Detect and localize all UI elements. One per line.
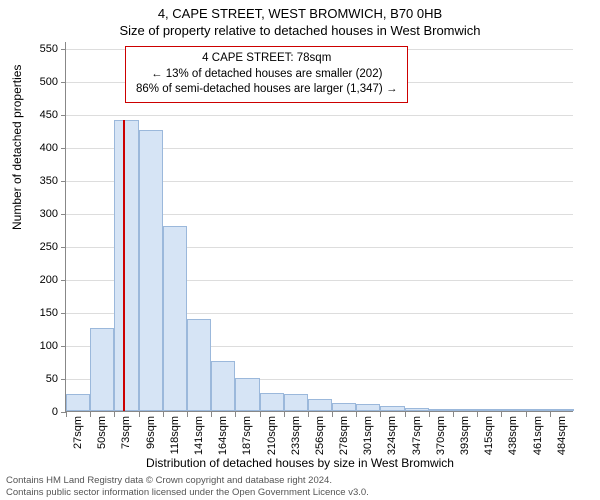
xtick-label: 96sqm xyxy=(145,416,157,460)
xtick-mark xyxy=(380,412,381,417)
histogram-bar xyxy=(550,409,574,411)
xtick-label: 324sqm xyxy=(386,416,398,460)
histogram-bar xyxy=(139,130,163,411)
xtick-mark xyxy=(477,412,478,417)
info-line-1: 4 CAPE STREET: 78sqm xyxy=(136,51,397,67)
ytick-label: 450 xyxy=(0,109,58,121)
xtick-mark xyxy=(260,412,261,417)
histogram-bar xyxy=(477,409,501,411)
info-line-3: 86% of semi-detached houses are larger (… xyxy=(136,82,397,98)
histogram-bar xyxy=(90,328,114,411)
histogram-bar xyxy=(501,409,525,411)
xtick-mark xyxy=(453,412,454,417)
xtick-mark xyxy=(429,412,430,417)
ytick-label: 50 xyxy=(0,373,58,385)
reference-line xyxy=(123,120,125,411)
xtick-label: 187sqm xyxy=(241,416,253,460)
xtick-label: 370sqm xyxy=(435,416,447,460)
ytick-mark xyxy=(61,82,66,83)
info-line-2: ← 13% of detached houses are smaller (20… xyxy=(136,67,397,83)
xtick-label: 438sqm xyxy=(507,416,519,460)
xtick-label: 301sqm xyxy=(362,416,374,460)
ytick-label: 150 xyxy=(0,307,58,319)
xtick-mark xyxy=(66,412,67,417)
xtick-label: 233sqm xyxy=(290,416,302,460)
ytick-mark xyxy=(61,247,66,248)
xtick-mark xyxy=(356,412,357,417)
xtick-label: 347sqm xyxy=(411,416,423,460)
xtick-mark xyxy=(235,412,236,417)
histogram-bar xyxy=(163,226,187,411)
xtick-label: 141sqm xyxy=(193,416,205,460)
xtick-label: 256sqm xyxy=(314,416,326,460)
ytick-label: 200 xyxy=(0,274,58,286)
xtick-mark xyxy=(501,412,502,417)
histogram-bar xyxy=(114,120,138,411)
histogram-bar xyxy=(308,399,332,411)
xtick-label: 27sqm xyxy=(72,416,84,460)
xtick-mark xyxy=(139,412,140,417)
xtick-label: 461sqm xyxy=(532,416,544,460)
gridline xyxy=(66,115,573,116)
xtick-label: 278sqm xyxy=(338,416,350,460)
ytick-label: 400 xyxy=(0,142,58,154)
histogram-bar xyxy=(332,403,356,411)
ytick-mark xyxy=(61,379,66,380)
xtick-label: 73sqm xyxy=(120,416,132,460)
xtick-label: 484sqm xyxy=(556,416,568,460)
footer: Contains HM Land Registry data © Crown c… xyxy=(6,475,369,498)
histogram-bar xyxy=(380,406,404,411)
footer-line-2: Contains public sector information licen… xyxy=(6,487,369,498)
xtick-mark xyxy=(187,412,188,417)
histogram-bar xyxy=(235,378,259,411)
ytick-label: 300 xyxy=(0,208,58,220)
footer-line-1: Contains HM Land Registry data © Crown c… xyxy=(6,475,369,486)
xtick-label: 118sqm xyxy=(169,416,181,460)
ytick-mark xyxy=(61,181,66,182)
histogram-bar xyxy=(405,408,429,411)
ytick-mark xyxy=(61,313,66,314)
histogram-bar xyxy=(356,404,380,411)
xtick-mark xyxy=(308,412,309,417)
xtick-label: 210sqm xyxy=(266,416,278,460)
histogram-bar xyxy=(66,394,90,411)
x-axis-label: Distribution of detached houses by size … xyxy=(0,456,600,470)
xtick-mark xyxy=(284,412,285,417)
ytick-label: 550 xyxy=(0,43,58,55)
xtick-mark xyxy=(550,412,551,417)
xtick-label: 393sqm xyxy=(459,416,471,460)
histogram-bar xyxy=(211,361,235,411)
ytick-mark xyxy=(61,214,66,215)
ytick-label: 500 xyxy=(0,76,58,88)
ytick-label: 0 xyxy=(0,406,58,418)
ytick-label: 100 xyxy=(0,340,58,352)
title-block: 4, CAPE STREET, WEST BROMWICH, B70 0HB S… xyxy=(0,0,600,38)
ytick-label: 350 xyxy=(0,175,58,187)
ytick-mark xyxy=(61,49,66,50)
histogram-bar xyxy=(187,319,211,412)
chart-subtitle: Size of property relative to detached ho… xyxy=(0,23,600,38)
xtick-mark xyxy=(526,412,527,417)
histogram-bar xyxy=(526,409,550,411)
histogram-bar xyxy=(284,394,308,411)
xtick-mark xyxy=(90,412,91,417)
xtick-label: 164sqm xyxy=(217,416,229,460)
xtick-label: 50sqm xyxy=(96,416,108,460)
ytick-label: 250 xyxy=(0,241,58,253)
ytick-mark xyxy=(61,148,66,149)
xtick-mark xyxy=(211,412,212,417)
xtick-mark xyxy=(163,412,164,417)
histogram-bar xyxy=(429,409,453,411)
ytick-mark xyxy=(61,346,66,347)
info-box: 4 CAPE STREET: 78sqm ← 13% of detached h… xyxy=(125,46,408,103)
chart-title: 4, CAPE STREET, WEST BROMWICH, B70 0HB xyxy=(0,6,600,21)
ytick-mark xyxy=(61,115,66,116)
ytick-mark xyxy=(61,280,66,281)
xtick-label: 415sqm xyxy=(483,416,495,460)
histogram-bar xyxy=(453,409,477,411)
xtick-mark xyxy=(405,412,406,417)
histogram-bar xyxy=(260,393,284,412)
xtick-mark xyxy=(114,412,115,417)
xtick-mark xyxy=(332,412,333,417)
